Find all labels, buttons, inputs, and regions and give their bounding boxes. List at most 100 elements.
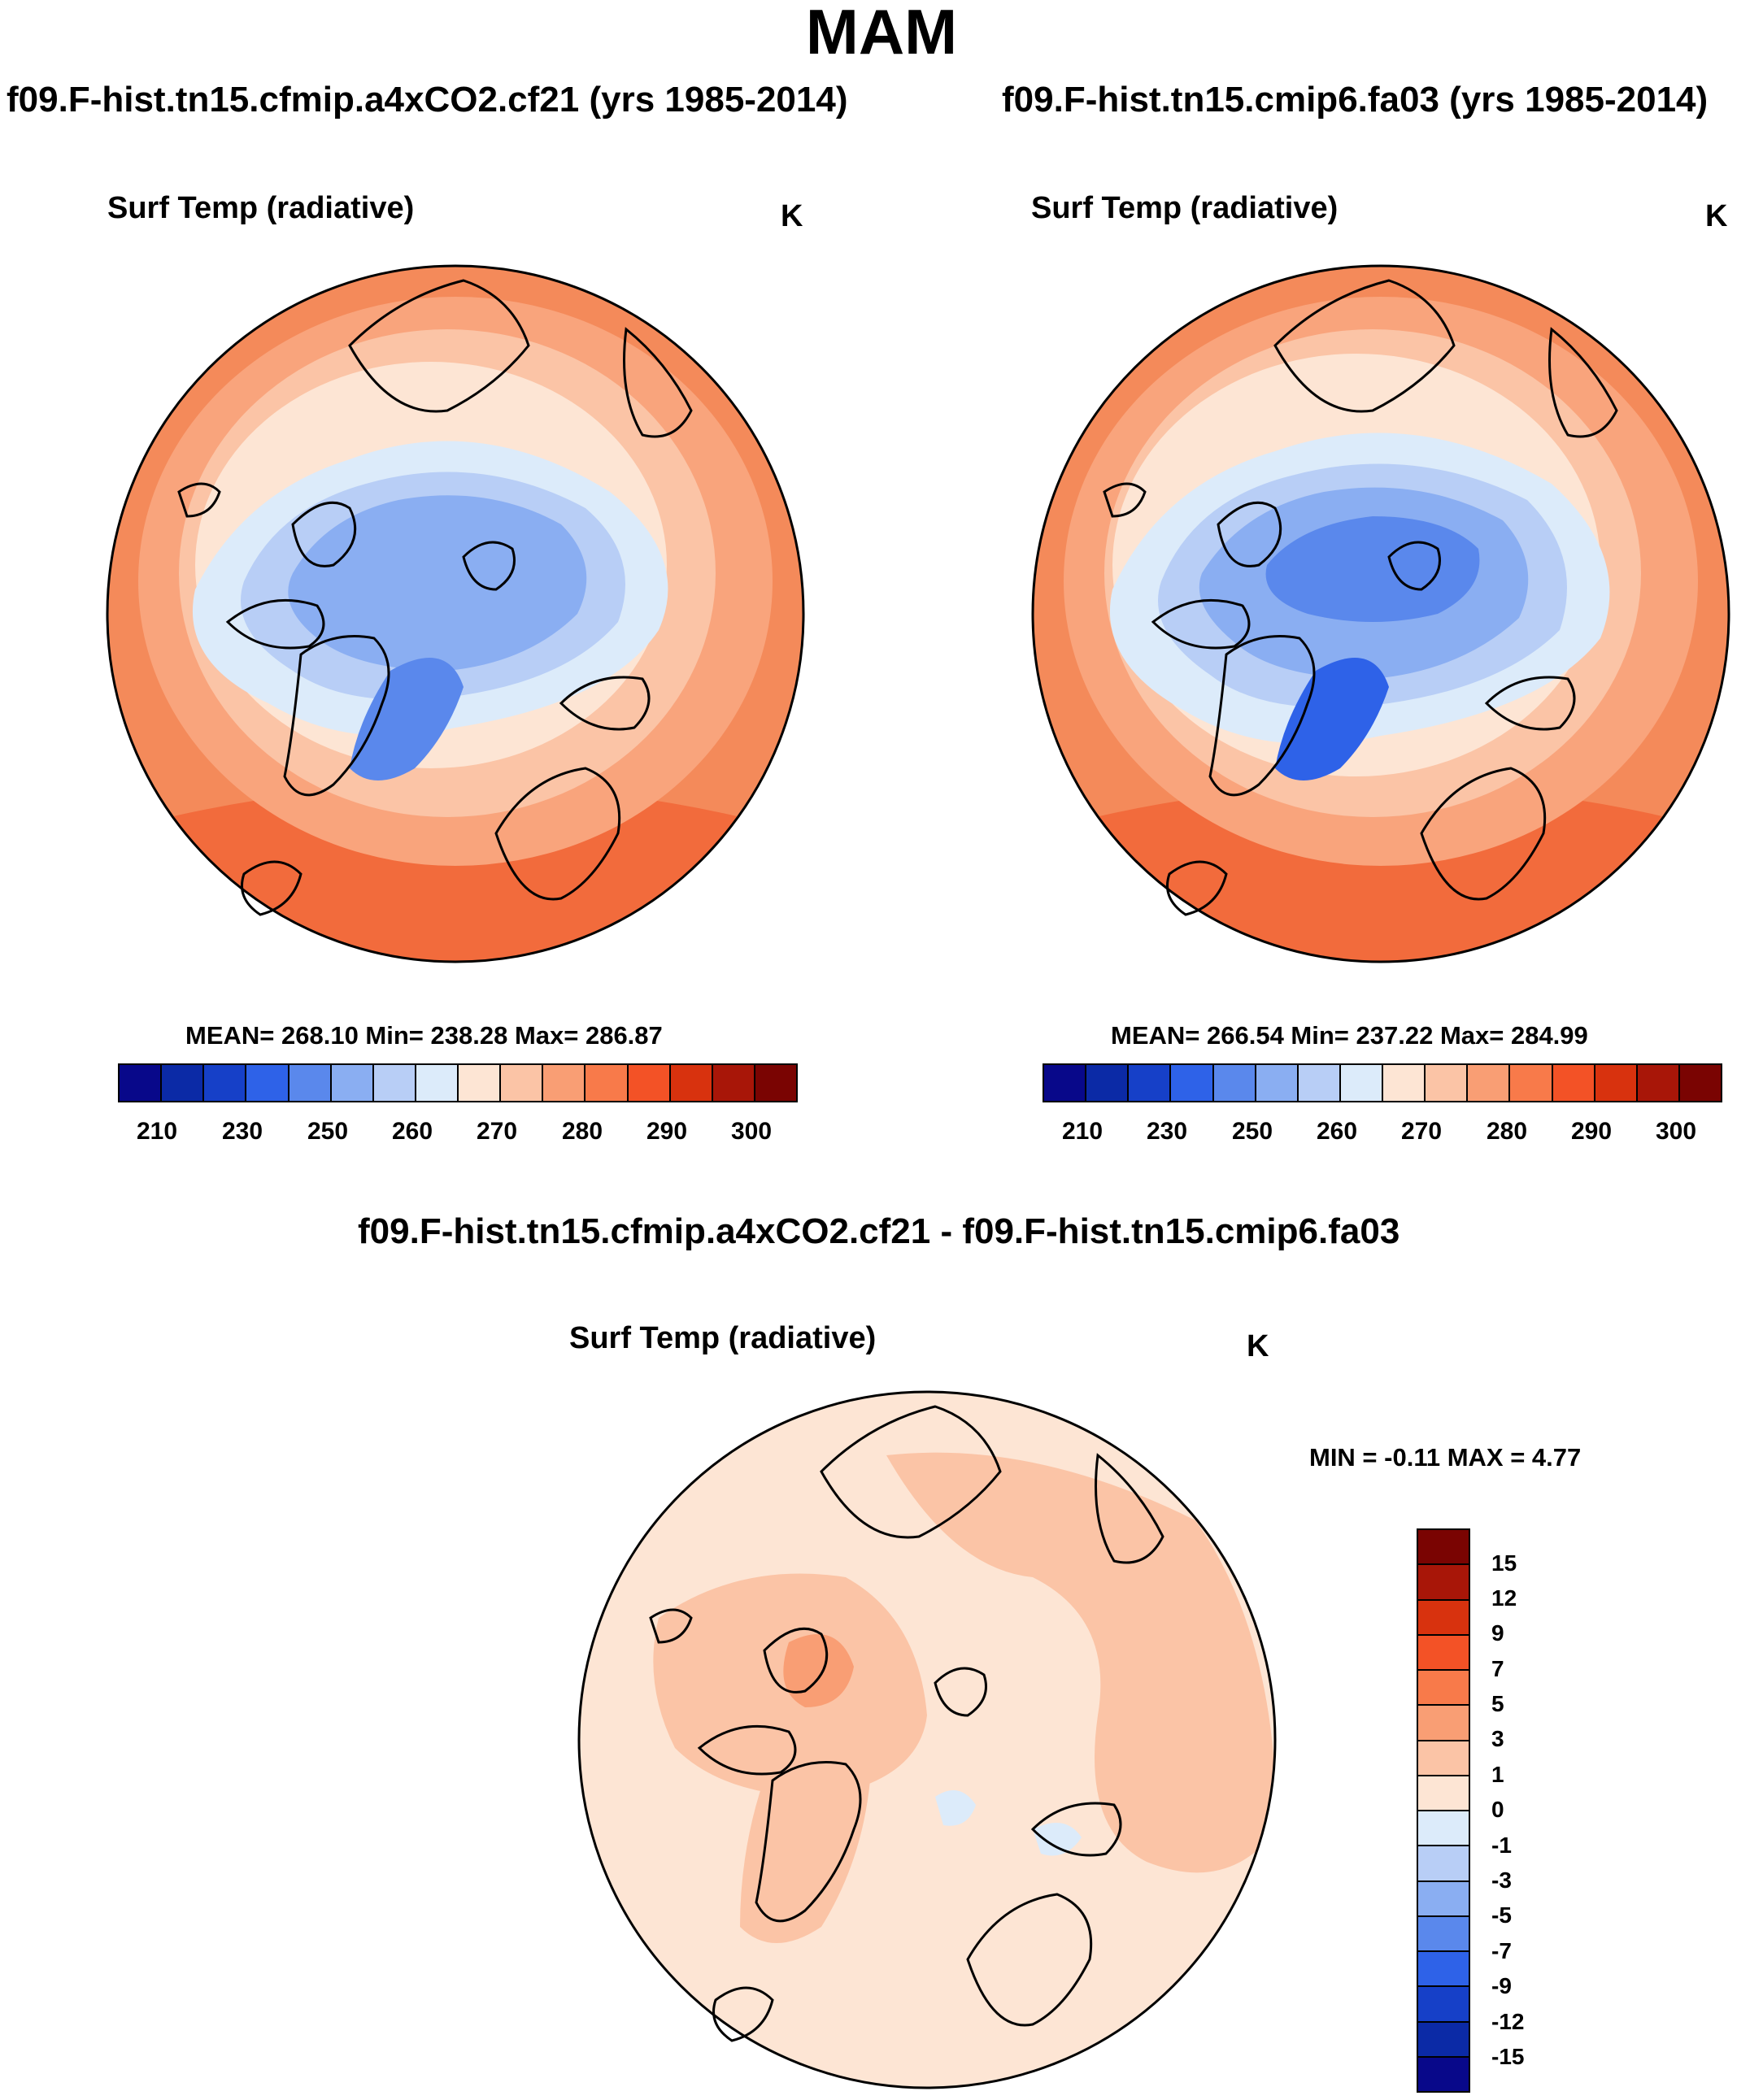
diff-polar-map	[577, 1390, 1277, 2089]
colorbar-swatch	[1418, 1846, 1469, 1882]
colorbar-tick-label: 300	[1656, 1118, 1697, 1145]
colorbar-swatch	[1637, 1065, 1680, 1101]
colorbar-tick-label: 270	[1401, 1118, 1443, 1145]
colorbar-tick-label: 250	[307, 1118, 349, 1145]
diff-colorbar-tick-label: -3	[1491, 1867, 1512, 1893]
map-boundary	[106, 264, 805, 963]
colorbar-swatch	[1418, 2022, 1469, 2058]
colorbar-swatch	[1086, 1065, 1130, 1101]
colorbar-swatch	[331, 1065, 374, 1101]
map-field-light-greenland	[740, 1751, 870, 1943]
diff-colorbar-tick-label: 7	[1491, 1656, 1504, 1681]
colorbar-swatch	[1129, 1065, 1172, 1101]
map-boundary	[1031, 264, 1730, 963]
colorbar-swatch	[1418, 1811, 1469, 1847]
colorbar-swatch	[1340, 1065, 1383, 1101]
diff-colorbar-tick-label: -9	[1491, 1973, 1512, 1998]
colorbar-swatch	[670, 1065, 713, 1101]
colorbar-tick-label: 290	[646, 1118, 688, 1145]
colorbar-swatch	[1418, 1671, 1469, 1707]
panel-2-stats: MEAN= 266.54 Min= 237.22 Max= 284.99	[1111, 1021, 1588, 1050]
colorbar-swatch	[543, 1065, 586, 1101]
colorbar-swatch	[628, 1065, 671, 1101]
colorbar-swatch	[1298, 1065, 1341, 1101]
panel-1-case-title: f09.F-hist.tn15.cfmip.a4xCO2.cf21 (yrs 1…	[7, 80, 848, 120]
colorbar-swatch	[501, 1065, 544, 1101]
colorbar-swatch	[712, 1065, 755, 1101]
diff-colorbar-tick-label: 15	[1491, 1550, 1517, 1576]
diff-colorbar-tick-label: 0	[1491, 1797, 1504, 1822]
map-field-warm-spot	[783, 1634, 854, 1707]
colorbar-swatch	[755, 1065, 796, 1101]
map-boundary	[577, 1390, 1277, 2089]
panel-1-polar-map	[106, 264, 805, 963]
colorbar-swatch	[1418, 1916, 1469, 1952]
diff-colorbar-tick-label: -1	[1491, 1833, 1512, 1858]
colorbar-swatch	[246, 1065, 289, 1101]
colorbar-swatch	[1418, 1565, 1469, 1601]
diff-colorbar-tick-label: -12	[1491, 2009, 1525, 2034]
colorbar-tick-label: 230	[222, 1118, 263, 1145]
colorbar-tick-label: 290	[1571, 1118, 1613, 1145]
colorbar-swatch	[1171, 1065, 1214, 1101]
colorbar-swatch	[1510, 1065, 1553, 1101]
panel-1-colorbar	[118, 1063, 798, 1102]
colorbar-swatch	[1418, 1987, 1469, 2023]
panel-1-stats: MEAN= 268.10 Min= 238.28 Max= 286.87	[185, 1021, 663, 1050]
panel-1-variable-title: Surf Temp (radiative)	[107, 191, 415, 225]
diff-colorbar-tick-label: 9	[1491, 1620, 1504, 1646]
colorbar-swatch	[1418, 1952, 1469, 1988]
colorbar-tick-label: 270	[477, 1118, 518, 1145]
colorbar-swatch	[1595, 1065, 1638, 1101]
figure-title: MAM	[805, 0, 958, 67]
colorbar-swatch	[1044, 1065, 1087, 1101]
map-field-neg-spot	[935, 1790, 976, 1826]
colorbar-swatch	[204, 1065, 247, 1101]
diff-colorbar-tick-label: -15	[1491, 2044, 1525, 2069]
map-field-neg-spot-2	[1033, 1823, 1082, 1856]
colorbar-swatch	[120, 1065, 163, 1101]
colorbar-swatch	[1552, 1065, 1595, 1101]
diff-stats: MIN = -0.11 MAX = 4.77	[1309, 1443, 1582, 1472]
colorbar-swatch	[1418, 1741, 1469, 1776]
diff-colorbar	[1417, 1528, 1470, 2093]
diff-colorbar-tick-label: 3	[1491, 1726, 1504, 1751]
diff-units: K	[1247, 1329, 1269, 1363]
diff-colorbar-tick-label: 5	[1491, 1691, 1504, 1716]
colorbar-swatch	[162, 1065, 205, 1101]
colorbar-tick-label: 260	[392, 1118, 433, 1145]
colorbar-swatch	[1418, 1706, 1469, 1741]
panel-2-variable-title: Surf Temp (radiative)	[1031, 191, 1339, 225]
diff-colorbar-tick-label: -5	[1491, 1902, 1512, 1928]
colorbar-swatch	[1418, 1635, 1469, 1671]
colorbar-swatch	[1418, 1881, 1469, 1917]
colorbar-swatch	[1383, 1065, 1426, 1101]
diff-variable-title: Surf Temp (radiative)	[569, 1321, 877, 1355]
colorbar-swatch	[289, 1065, 332, 1101]
map-field-cold3	[288, 495, 587, 671]
colorbar-tick-label: 230	[1147, 1118, 1188, 1145]
map-field-greenland	[1275, 658, 1389, 780]
colorbar-swatch	[1256, 1065, 1299, 1101]
diff-colorbar-tick-label: 1	[1491, 1762, 1504, 1787]
colorbar-tick-label: 210	[137, 1118, 178, 1145]
panel-2-colorbar	[1043, 1063, 1722, 1102]
diff-colorbar-tick-label: -7	[1491, 1938, 1512, 1963]
coastlines	[1103, 279, 1618, 916]
panel-2-case-title: f09.F-hist.tn15.cmip6.fa03 (yrs 1985-201…	[1002, 80, 1709, 120]
colorbar-swatch	[459, 1065, 502, 1101]
colorbar-swatch	[1418, 1776, 1469, 1811]
colorbar-tick-label: 260	[1317, 1118, 1358, 1145]
panel-1-units: K	[781, 199, 803, 233]
colorbar-tick-label: 280	[1487, 1118, 1528, 1145]
colorbar-tick-label: 210	[1062, 1118, 1104, 1145]
colorbar-swatch	[585, 1065, 629, 1101]
colorbar-swatch	[1418, 2057, 1469, 2091]
coastlines	[649, 1405, 1164, 2042]
colorbar-tick-label: 300	[731, 1118, 773, 1145]
panel-2-polar-map	[1031, 264, 1730, 963]
panel-2-units: K	[1705, 199, 1728, 233]
colorbar-swatch	[373, 1065, 416, 1101]
colorbar-swatch	[1418, 1530, 1469, 1566]
map-field-greenland	[350, 658, 464, 780]
